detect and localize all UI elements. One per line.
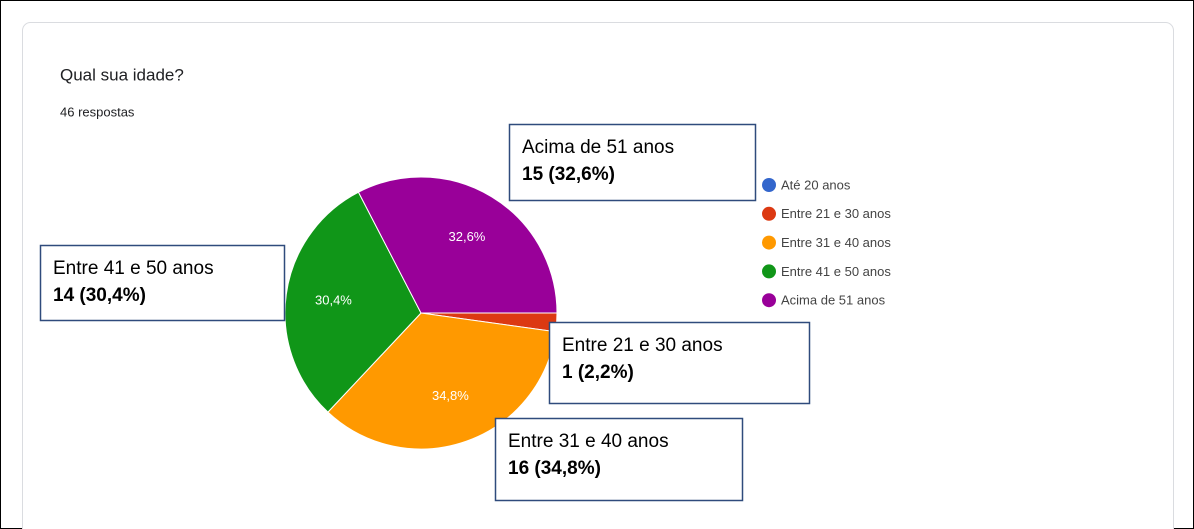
callout-box	[508, 123, 757, 202]
legend-label: Entre 31 e 40 anos	[781, 235, 891, 250]
legend-label: Entre 21 e 30 anos	[781, 206, 891, 221]
legend-label: Acima de 51 anos	[781, 293, 886, 308]
legend-swatch	[762, 264, 776, 279]
callout-title: Entre 41 e 50 anos	[53, 258, 214, 279]
pie-slice	[284, 191, 422, 413]
callout-value: 15 (32,6%)	[522, 164, 615, 185]
pie-slice	[327, 312, 557, 450]
callout-box	[548, 321, 811, 405]
callout-value: 1 (2,2%)	[562, 362, 634, 383]
callout-title: Entre 31 e 40 anos	[508, 431, 669, 452]
slice-label: 30,4%	[315, 292, 352, 307]
callout-title: Entre 21 e 30 anos	[562, 335, 723, 356]
callout-title: Acima de 51 anos	[522, 137, 674, 158]
legend-swatch	[762, 293, 776, 308]
callout-value: 16 (34,8%)	[508, 458, 601, 479]
pie-slice	[357, 176, 558, 314]
chart-title: Qual sua idade?	[60, 65, 184, 84]
chart-subtitle: 46 respostas	[60, 104, 135, 119]
callout-box	[39, 244, 286, 322]
callout-box	[494, 417, 744, 502]
callout-value: 14 (30,4%)	[53, 285, 146, 306]
slice-label: 34,8%	[432, 388, 469, 403]
legend-swatch	[762, 206, 776, 221]
legend-swatch	[762, 235, 776, 250]
slice-label: 32,6%	[449, 229, 486, 244]
card	[22, 22, 1174, 529]
legend-label: Entre 41 e 50 anos	[781, 264, 891, 279]
legend-label: Até 20 anos	[781, 177, 851, 192]
legend-swatch	[762, 178, 776, 192]
